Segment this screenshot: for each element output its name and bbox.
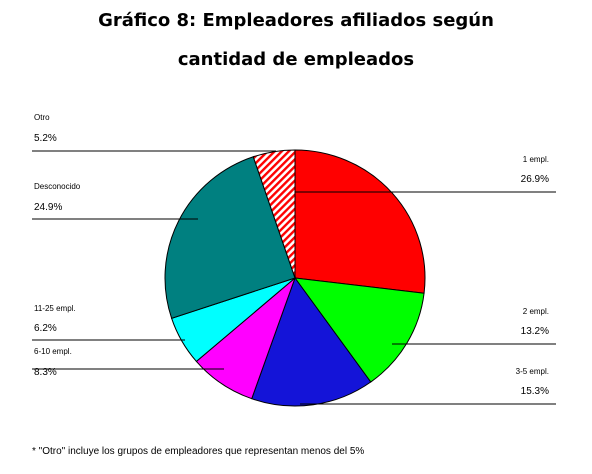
slice-value-otro: 5.2% [34, 133, 57, 144]
footnote: * "Otro" incluye los grupos de empleador… [32, 446, 365, 457]
pie-slice-3-5-empl [251, 276, 372, 407]
slice-value-2-empl: 13.2% [521, 326, 549, 337]
pie-slice-otro [252, 149, 296, 279]
slice-label-desconocido: Desconocido [34, 182, 81, 191]
slice-label-3-5-empl: 3-5 empl. [516, 367, 549, 376]
slice-value-1-empl: 26.9% [521, 174, 549, 185]
slice-value-11-25-empl: 6.2% [34, 323, 57, 334]
slice-label-1-empl: 1 empl. [523, 155, 549, 164]
slice-label-11-25-empl: 11-25 empl. [34, 304, 76, 313]
slice-value-6-10-empl: 8.3% [34, 367, 57, 378]
pie-slice-2-empl [293, 277, 425, 383]
pie-slice-desconocido [164, 156, 296, 319]
pie-slice-1-empl [294, 149, 426, 294]
slice-value-3-5-empl: 15.3% [521, 386, 549, 397]
slice-label-otro: Otro [34, 113, 50, 122]
chart-title-line-1: Gráfico 8: Empleadores afiliados según [98, 10, 494, 31]
slice-value-desconocido: 24.9% [34, 202, 62, 213]
slice-label-2-empl: 2 empl. [523, 307, 549, 316]
slice-label-6-10-empl: 6-10 empl. [34, 347, 72, 356]
chart-title-line-2: cantidad de empleados [177, 49, 415, 70]
